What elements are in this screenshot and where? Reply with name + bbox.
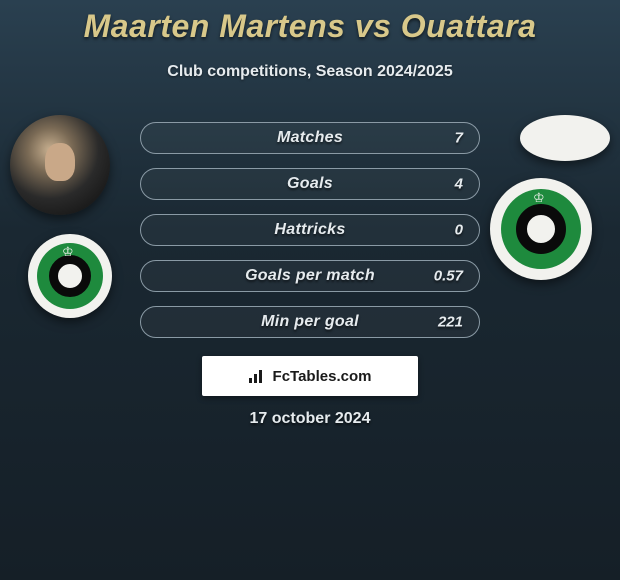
stat-row-goals-per-match: Goals per match 0.57: [140, 260, 480, 292]
player-right-block: [520, 115, 610, 161]
stat-row-goals: Goals 4: [140, 168, 480, 200]
player-right-avatar: [520, 115, 610, 161]
stat-row-matches: Matches 7: [140, 122, 480, 154]
stat-row-min-per-goal: Min per goal 221: [140, 306, 480, 338]
date-text: 17 october 2024: [0, 410, 620, 428]
stat-value: 7: [455, 130, 463, 147]
attribution-text: FcTables.com: [273, 368, 372, 385]
player-right-club-badge: [490, 178, 592, 280]
stat-label: Goals: [287, 175, 333, 193]
player-left-club-badge: [28, 234, 112, 318]
stat-value: 0: [455, 222, 463, 239]
stat-row-hattricks: Hattricks 0: [140, 214, 480, 246]
bar-chart-icon: [249, 369, 267, 383]
stat-value: 0.57: [434, 268, 463, 285]
crown-icon: [530, 194, 552, 204]
player-left-block: [10, 115, 110, 215]
attribution-box: FcTables.com: [202, 356, 418, 396]
stat-label: Min per goal: [261, 313, 359, 331]
stats-list: Matches 7 Goals 4 Hattricks 0 Goals per …: [140, 122, 480, 352]
stat-value: 221: [438, 314, 463, 331]
season-subtitle: Club competitions, Season 2024/2025: [0, 63, 620, 81]
stat-label: Matches: [277, 129, 343, 147]
infographic-root: Maarten Martens vs Ouattara Club competi…: [0, 0, 620, 580]
crown-icon: [59, 248, 81, 258]
page-title: Maarten Martens vs Ouattara: [0, 0, 620, 45]
stat-value: 4: [455, 176, 463, 193]
player-left-avatar: [10, 115, 110, 215]
stat-label: Hattricks: [274, 221, 345, 239]
stat-label: Goals per match: [245, 267, 375, 285]
